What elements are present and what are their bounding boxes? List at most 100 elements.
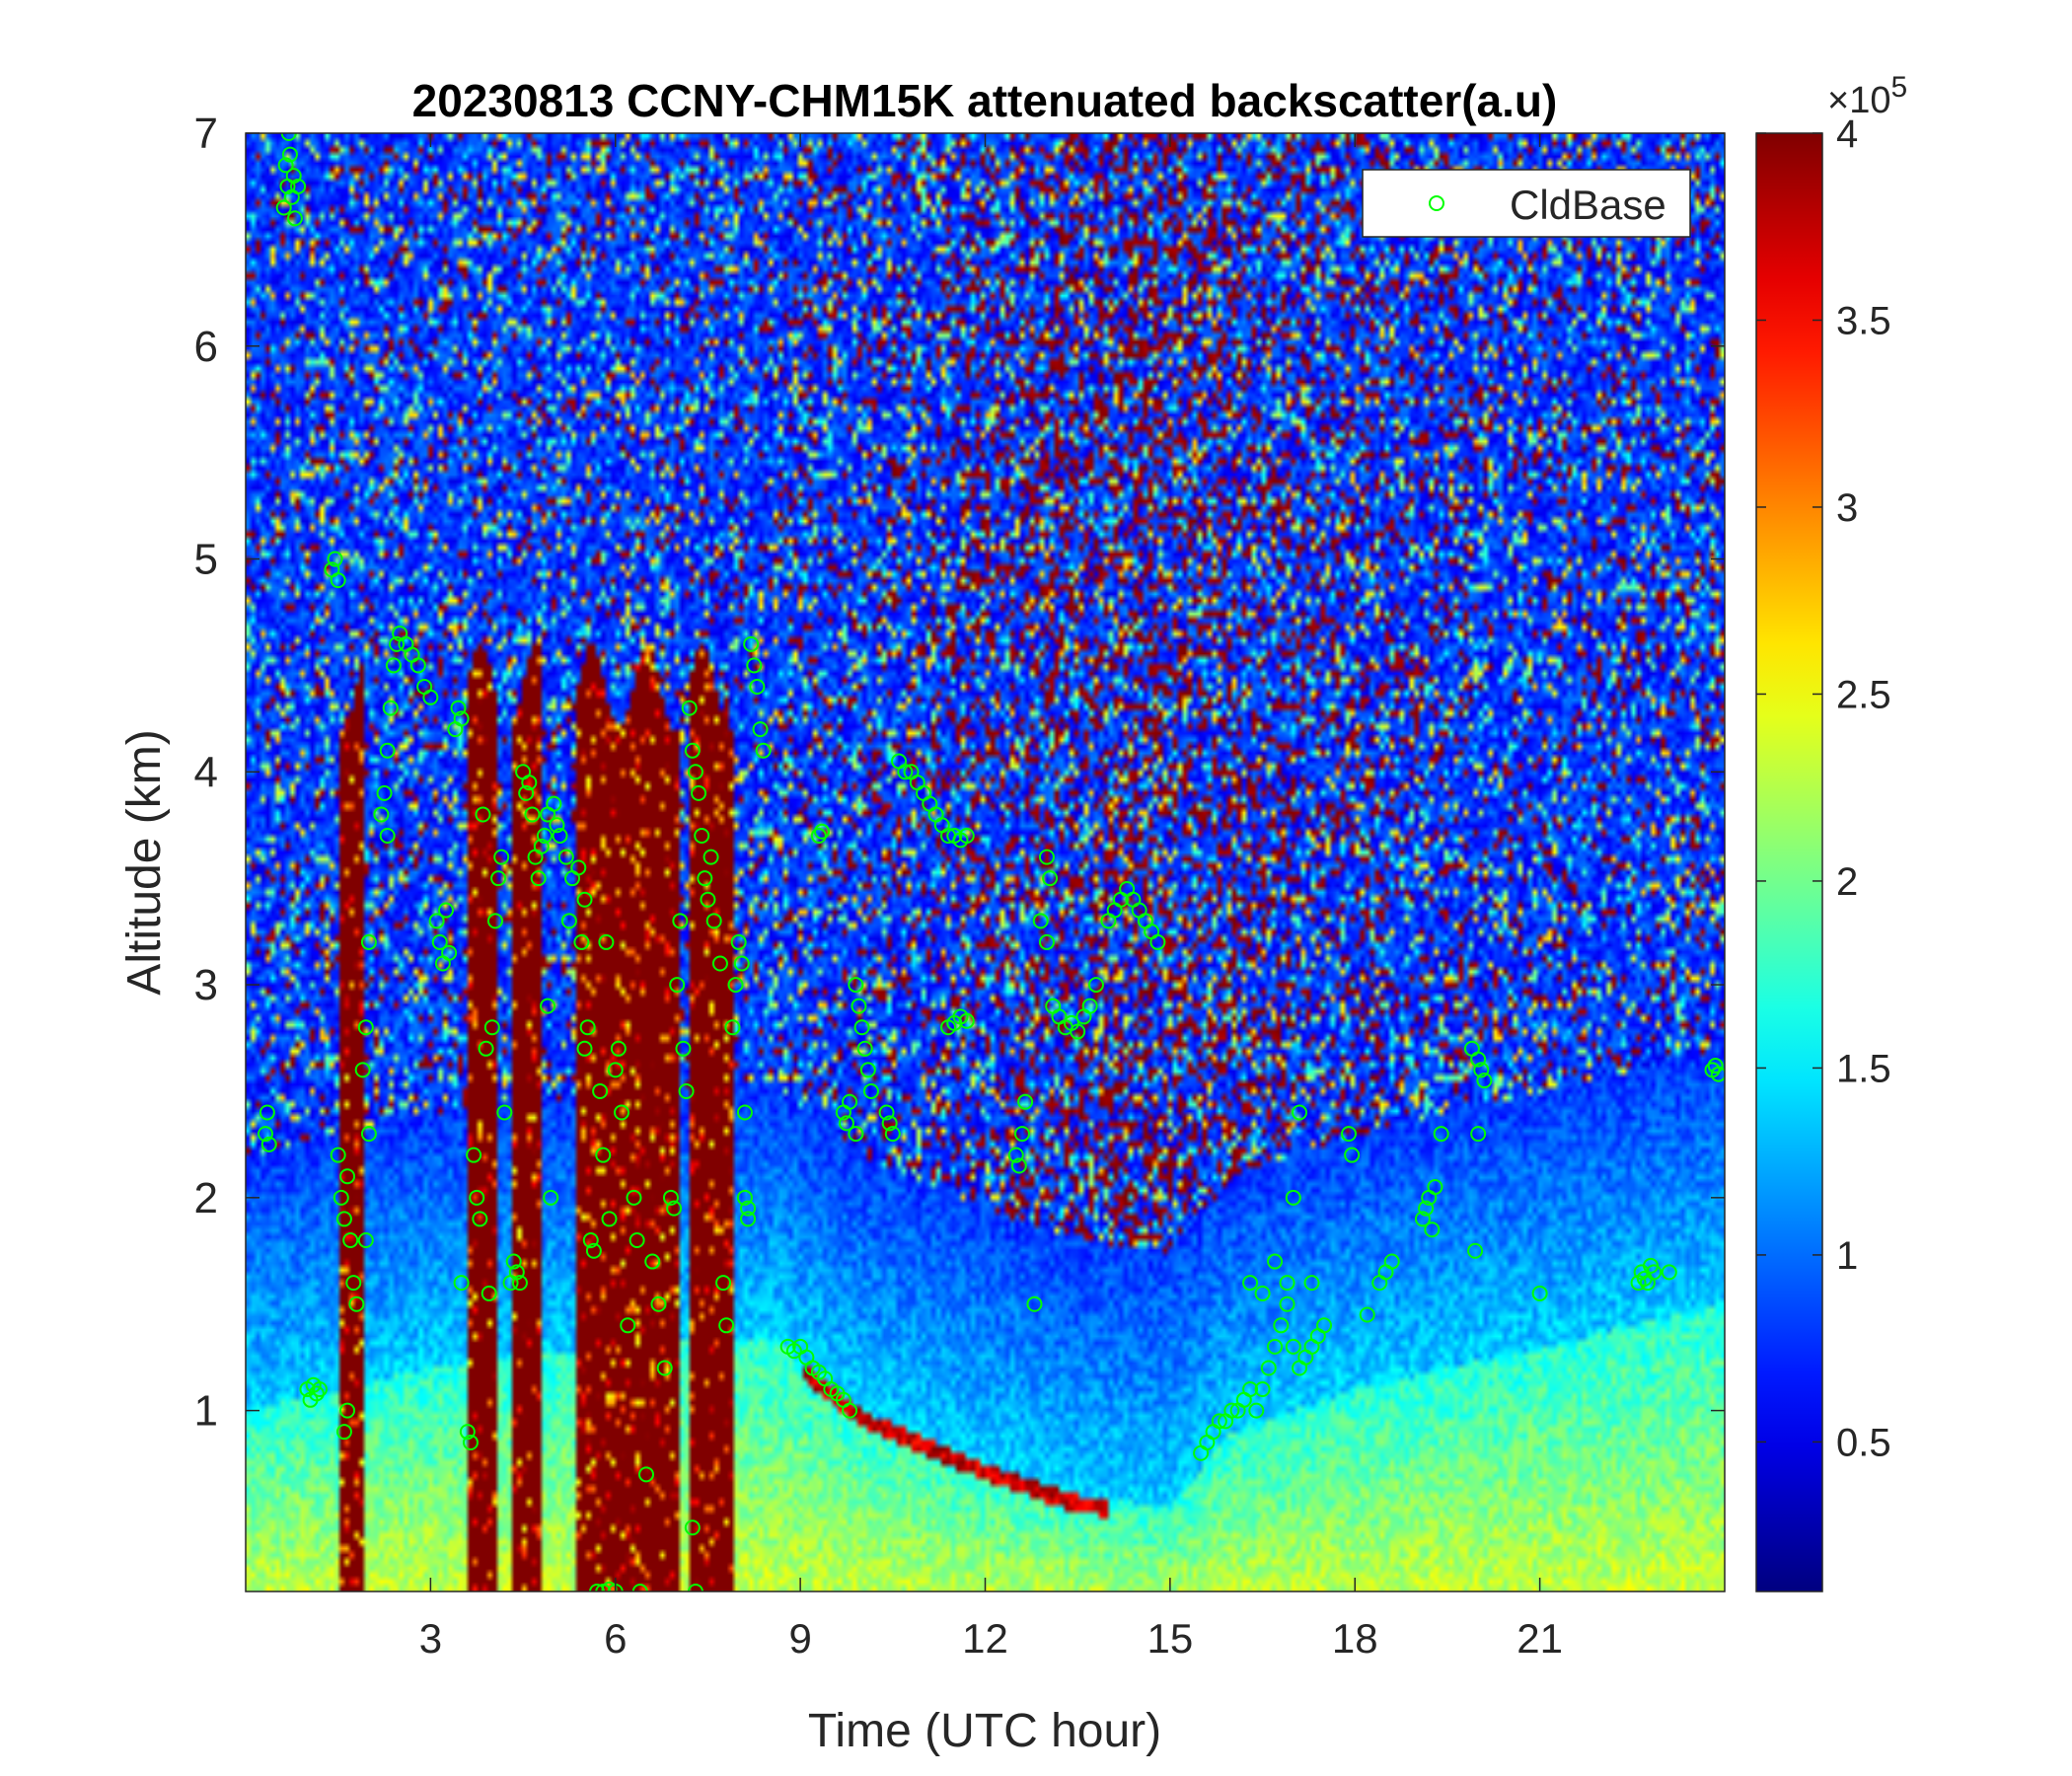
cldbase-point: [348, 1295, 365, 1312]
cldbase-point: [376, 784, 393, 801]
cldbase-point: [1427, 1179, 1443, 1196]
cldbase-point: [743, 635, 760, 652]
cldbase-point: [450, 700, 467, 716]
colorbar-ticks: 0.5 1 1.5 2 2.5 3 3.5 4: [1756, 112, 1891, 1464]
legend: CldBase: [1362, 169, 1691, 238]
cldbase-point: [958, 1012, 975, 1029]
cldbase-point: [629, 1231, 645, 1248]
cldbase-point: [1710, 1066, 1725, 1082]
colorbar-tick-label: 1.5: [1836, 1047, 1891, 1090]
cldbase-point: [1279, 1295, 1295, 1312]
cldbase-point: [1038, 849, 1055, 865]
cldbase-point: [1087, 977, 1104, 994]
cldbase-point: [755, 742, 772, 759]
cldbase-point: [360, 933, 377, 950]
cldbase-point: [496, 1104, 513, 1121]
cldbase-point: [592, 1082, 609, 1099]
cldbase-point: [260, 1136, 277, 1152]
cldbase-point: [684, 742, 701, 759]
cldbase-point: [585, 1242, 602, 1259]
cldbase-point: [557, 849, 574, 865]
cldbase-point: [379, 828, 396, 845]
cldbase-point: [281, 146, 298, 163]
cldbase-point: [1242, 1275, 1259, 1292]
cldbase-point: [740, 1200, 757, 1217]
cldbase-point: [462, 1434, 479, 1450]
cldbase-point: [718, 1317, 735, 1334]
cldbase-point: [1026, 1295, 1043, 1312]
cldbase-point: [508, 1264, 525, 1281]
cldbase-point: [357, 1231, 374, 1248]
colorbar-tick-label: 3.5: [1836, 299, 1891, 342]
x-tick-label: 15: [1147, 1615, 1194, 1662]
cldbase-point: [1292, 1104, 1308, 1121]
cldbase-point: [330, 1147, 346, 1163]
cldbase-point: [1273, 1317, 1290, 1334]
cldbase-point: [838, 1115, 854, 1132]
cldbase-point: [342, 1231, 359, 1248]
cldbase-point: [687, 764, 703, 780]
legend-label: CldBase: [1510, 182, 1666, 228]
x-tick-label: 9: [788, 1615, 811, 1662]
cldbase-point: [711, 955, 728, 972]
cldbase-point: [373, 806, 390, 823]
cldbase-point: [862, 1082, 879, 1099]
cldbase-point: [466, 1147, 482, 1163]
colorbar-tick-label: 1: [1836, 1234, 1858, 1278]
colorbar-tick-label: 0.5: [1836, 1421, 1891, 1464]
cldbase-point: [727, 977, 744, 994]
cldbase-point: [579, 1019, 596, 1036]
cldbase-point: [576, 891, 593, 908]
cldbase-point: [1242, 1381, 1259, 1398]
cldbase-point: [441, 944, 458, 961]
colorbar-tick-label: 3: [1836, 486, 1858, 530]
cldbase-point: [736, 1189, 753, 1206]
cldbase-point: [897, 764, 914, 780]
cldbase-point: [1223, 1402, 1240, 1419]
colorbar-gradient: [1755, 132, 1823, 1592]
cldbase-point: [521, 775, 538, 791]
cldbase-point: [511, 1275, 528, 1292]
cldbase-point: [277, 157, 294, 174]
y-tick-label: 7: [194, 110, 218, 158]
cldbase-point: [884, 1126, 901, 1143]
cldbase-point: [259, 1104, 275, 1121]
cldbase-point: [626, 1189, 642, 1206]
cldbase-point: [598, 933, 615, 950]
cldbase-point: [740, 1211, 757, 1227]
cldbase-point: [1260, 1360, 1277, 1376]
cldbase-point: [703, 849, 719, 865]
cldbase-point: [1707, 1058, 1724, 1074]
cldbase-point: [518, 784, 535, 801]
cldbase-point: [691, 784, 707, 801]
cldbase-point: [475, 806, 491, 823]
cldbase-point: [1646, 1264, 1663, 1281]
cldbase-point: [637, 1466, 654, 1483]
cldbase-point: [1285, 1338, 1301, 1355]
cldbase-point: [573, 933, 590, 950]
cldbase-point: [1070, 1023, 1086, 1040]
cldbase-point: [540, 998, 556, 1014]
cldbase-point: [275, 199, 292, 216]
cldbase-point: [746, 657, 763, 674]
cldbase-point: [856, 1040, 873, 1057]
cldbase-point: [1211, 1413, 1227, 1430]
cldbase-point: [730, 933, 747, 950]
cldbase-point: [813, 823, 830, 840]
cldbase-point: [360, 1126, 377, 1143]
cldbase-point: [662, 1189, 679, 1206]
cldbase-point: [881, 1115, 898, 1132]
cldbase-point: [684, 1519, 701, 1536]
chart-title: 20230813 CCNY-CHM15K attenuated backscat…: [412, 75, 1558, 126]
cldbase-point: [1013, 1126, 1030, 1143]
cldbase-point: [1042, 870, 1059, 887]
cldbase-point: [335, 1211, 352, 1227]
cldbase-point: [958, 828, 975, 845]
cldbase-point: [1661, 1264, 1677, 1281]
cldbase-point: [576, 1040, 593, 1057]
cldbase-point: [675, 1040, 692, 1057]
cldbase-point: [842, 1093, 858, 1110]
cldbase-point: [697, 870, 713, 887]
